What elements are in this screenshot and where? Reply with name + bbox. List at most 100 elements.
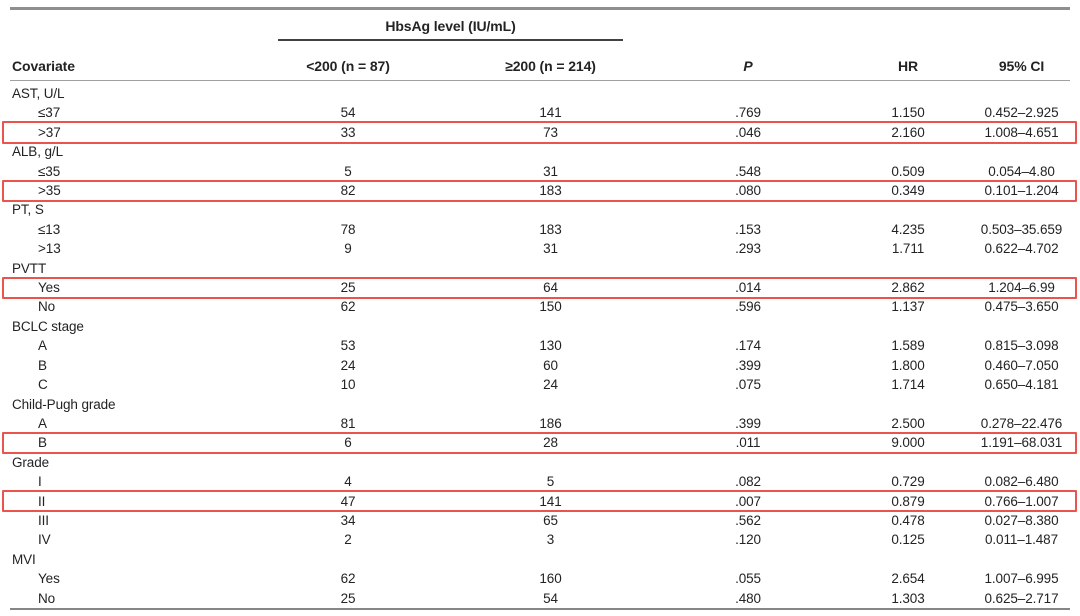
value-cell: 160 — [539, 571, 562, 587]
value-cell: .480 — [735, 590, 761, 606]
value-cell: 64 — [543, 280, 558, 296]
value-cell: .120 — [735, 532, 761, 548]
section-label: PT, S — [12, 202, 44, 218]
value-cell: 34 — [340, 512, 356, 528]
table-row: A 53 130 .174 1.589 0.815–3.098 — [10, 336, 1070, 355]
value-cell: 10 — [340, 377, 356, 393]
table-row: Yes 25 64 .014 2.862 1.204–6.99 — [10, 278, 1070, 297]
covariate-cell: Yes — [38, 571, 60, 587]
value-cell: 2.654 — [891, 571, 925, 587]
covariate-cell: I — [38, 474, 42, 490]
table-row: ≤13 78 183 .153 4.235 0.503–35.659 — [10, 220, 1070, 239]
table-row: II 47 141 .007 0.879 0.766–1.007 — [10, 492, 1070, 511]
value-cell: 24 — [340, 357, 356, 373]
value-cell: 0.278–22.476 — [980, 415, 1063, 431]
table-row: IV 2 3 .120 0.125 0.011–1.487 — [10, 530, 1070, 549]
value-cell: 53 — [340, 338, 356, 354]
value-cell: 0.082–6.480 — [984, 474, 1059, 490]
value-cell: .153 — [735, 221, 761, 237]
value-cell: 47 — [340, 493, 356, 509]
value-cell: 0.729 — [891, 474, 925, 490]
value-cell: 6 — [344, 435, 352, 451]
value-cell: 1.137 — [891, 299, 925, 315]
value-cell: 0.503–35.659 — [980, 221, 1063, 237]
value-cell: 183 — [539, 221, 562, 237]
covariate-cell: >37 — [38, 124, 61, 140]
value-cell: 60 — [543, 357, 558, 373]
value-cell: 130 — [539, 338, 562, 354]
value-cell: .174 — [735, 338, 761, 354]
column-header-ci: 95% CI — [973, 41, 1070, 81]
value-cell: .596 — [735, 299, 761, 315]
value-cell: 141 — [539, 105, 562, 121]
section-row: ALB, g/L — [10, 142, 1070, 161]
value-cell: 0.011–1.487 — [985, 532, 1058, 548]
value-cell: 0.815–3.098 — [984, 338, 1059, 354]
value-cell: 0.650–4.181 — [984, 377, 1059, 393]
covariate-cell: Yes — [38, 280, 60, 296]
value-cell: 0.027–8.380 — [984, 512, 1059, 528]
section-row: Child-Pugh grade — [10, 395, 1070, 414]
value-cell: 78 — [340, 221, 356, 237]
value-cell: 150 — [539, 299, 562, 315]
value-cell: .548 — [735, 163, 761, 179]
section-label: MVI — [12, 551, 36, 567]
value-cell: 5 — [546, 474, 555, 490]
column-header-lt200: <200 (n = 87) — [248, 41, 448, 81]
value-cell: 1.711 — [891, 241, 925, 257]
value-cell: .080 — [735, 183, 761, 199]
table-body: AST, U/L ≤37 54 141.769 1.150 0.452–2.925 >37 3… — [10, 81, 1070, 609]
covariate-cell: ≤35 — [38, 163, 61, 179]
value-cell: 4 — [344, 474, 352, 490]
column-header-hr: HR — [843, 41, 973, 81]
table-row: B 24 60 .399 1.800 0.460–7.050 — [10, 356, 1070, 375]
value-cell: 0.625–2.717 — [984, 590, 1059, 606]
value-cell: .055 — [735, 571, 761, 587]
value-cell: 9 — [344, 241, 352, 257]
covariate-cell: B — [38, 435, 47, 451]
covariate-cell: III — [38, 512, 49, 528]
value-cell: .075 — [735, 377, 761, 393]
section-row: PVTT — [10, 259, 1070, 278]
spanner-row: HbsAg level (IU/mL) — [10, 9, 1070, 41]
covariate-cell: >35 — [38, 183, 61, 199]
value-cell: 82 — [340, 183, 356, 199]
value-cell: 5 — [344, 163, 352, 179]
value-cell: 1.589 — [891, 338, 925, 354]
value-cell: .011 — [735, 435, 761, 451]
value-cell: 24 — [543, 377, 558, 393]
value-cell: .769 — [735, 105, 761, 121]
value-cell: 0.452–2.925 — [984, 105, 1059, 121]
table-row: B 6 28 .011 9.000 1.191–68.031 — [10, 433, 1070, 452]
value-cell: .399 — [735, 357, 761, 373]
value-cell: 62 — [340, 571, 356, 587]
covariate-cell: ≤13 — [38, 221, 61, 237]
value-cell: 1.204–6.99 — [988, 280, 1055, 296]
table-row: >37 33 73 .046 2.160 1.008–4.651 — [10, 123, 1070, 142]
covariate-cell: IV — [38, 532, 51, 548]
section-label: ALB, g/L — [12, 144, 63, 160]
value-cell: 54 — [340, 105, 356, 121]
value-cell: .046 — [735, 124, 761, 140]
value-cell: 183 — [539, 183, 562, 199]
section-label: AST, U/L — [12, 86, 65, 101]
covariate-cell: No — [38, 590, 56, 606]
value-cell: 1.150 — [891, 105, 925, 121]
covariate-cell: II — [38, 493, 46, 509]
column-header-p: P — [653, 41, 843, 81]
header-row: Covariate <200 (n = 87) ≥200 (n = 214) P… — [10, 41, 1070, 81]
value-cell: 1.714 — [891, 377, 925, 393]
value-cell: 0.622–4.702 — [984, 241, 1059, 257]
value-cell: 1.008–4.651 — [984, 124, 1059, 140]
value-cell: 0.349 — [891, 183, 925, 199]
value-cell: 54 — [543, 590, 558, 606]
value-cell: 2.500 — [891, 415, 925, 431]
value-cell: 2.160 — [891, 124, 925, 140]
value-cell: 186 — [539, 415, 562, 431]
value-cell: 31 — [543, 241, 558, 257]
value-cell: 2.862 — [891, 280, 925, 296]
value-cell: 33 — [340, 124, 356, 140]
covariate-cell: A — [38, 338, 47, 354]
value-cell: 81 — [340, 415, 356, 431]
